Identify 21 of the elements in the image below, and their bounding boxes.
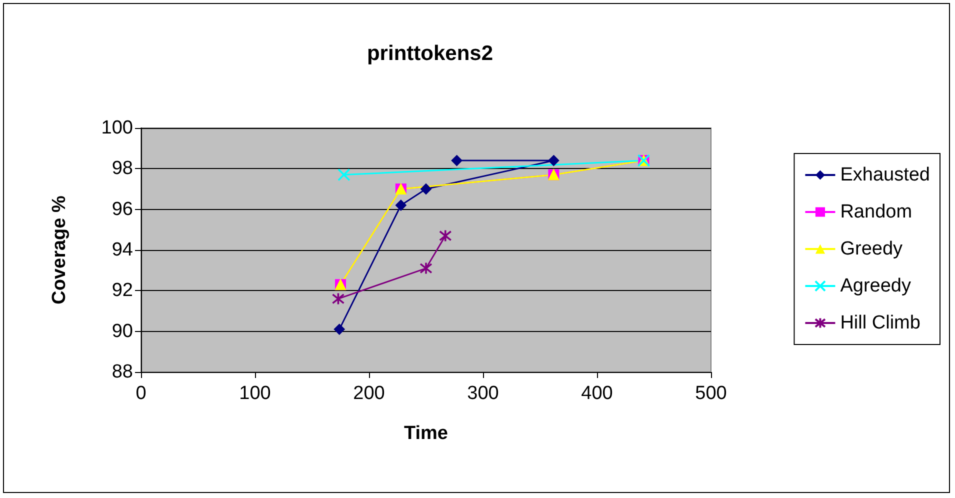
x-tick-label: 400 [581,383,613,404]
y-tick-label: 90 [112,320,133,342]
y-tick-label: 94 [112,240,134,260]
x-tick-label: 0 [136,383,146,404]
y-tick-label: 92 [112,280,133,302]
legend-label: Greedy [840,238,904,260]
y-axis-title: Coverage % [49,196,70,304]
y-tick-label: 98 [112,158,133,180]
y-tick-label: 96 [112,198,133,220]
chart-title: printtokens2 [366,42,494,65]
y-tick-label: 88 [112,362,133,382]
legend-label: Hill Climb [840,312,920,334]
x-tick-label: 500 [695,383,727,404]
y-tick-label: 100 [101,118,133,138]
x-tick-label: 200 [353,383,385,404]
x-tick-label: 300 [467,383,499,404]
legend-label: Random [840,202,912,222]
legend-label: Exhausted [840,164,930,186]
x-tick-label: 100 [239,383,271,404]
legend-label: Agreedy [840,276,912,296]
x-axis-title: Time [404,423,448,444]
